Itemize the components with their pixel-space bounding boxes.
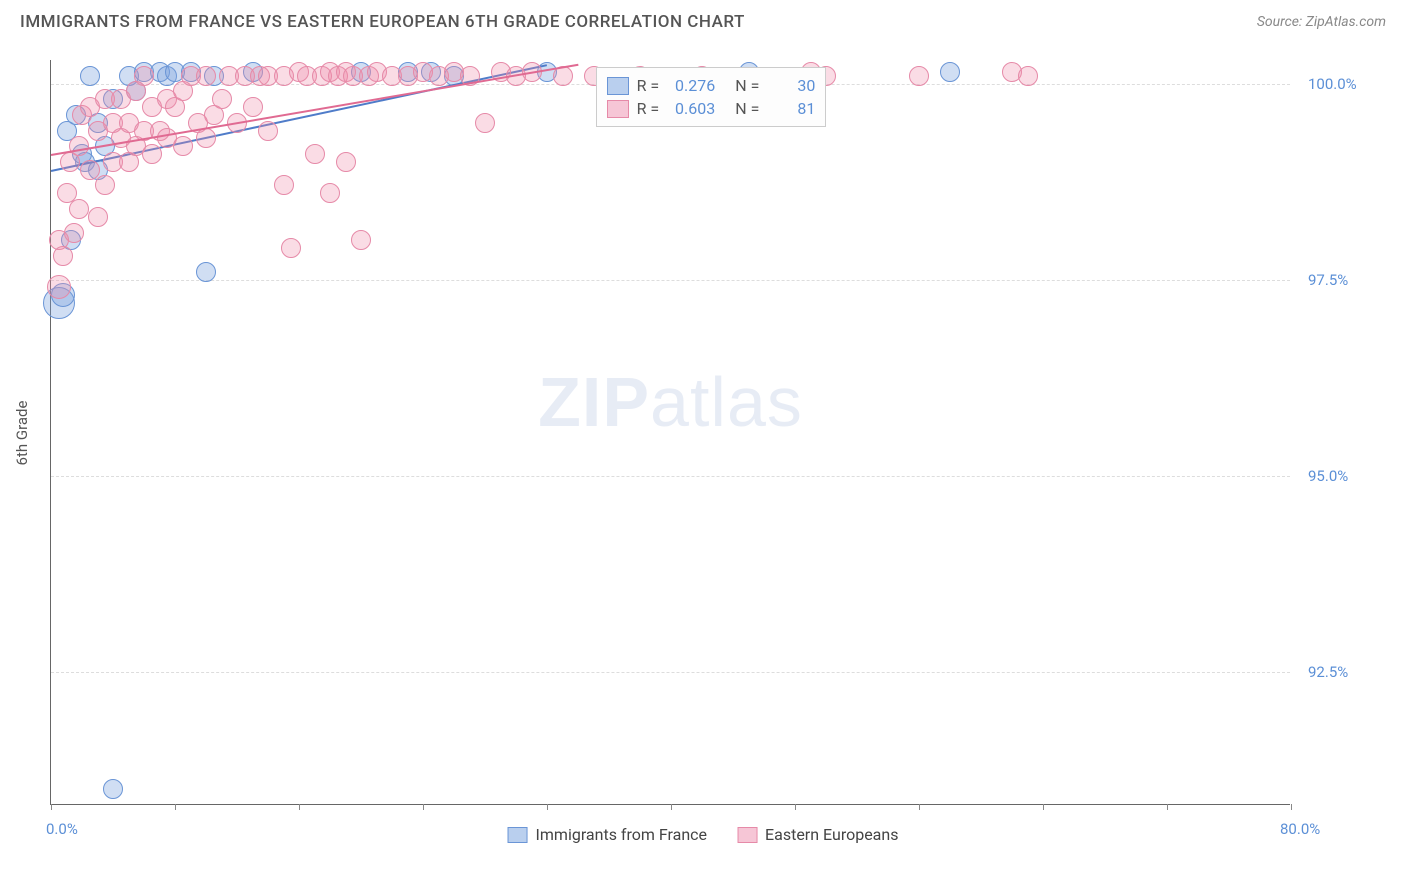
legend-item-france: Immigrants from France <box>508 825 708 844</box>
x-tick <box>1043 804 1044 810</box>
swatch-france <box>607 77 629 95</box>
y-tick-label: 95.0% <box>1308 467 1348 485</box>
data-point-eastern <box>64 223 84 243</box>
data-point-eastern <box>95 175 115 195</box>
x-tick <box>919 804 920 810</box>
r-label: R = <box>637 76 660 95</box>
legend-label-eastern: Eastern Europeans <box>765 825 898 844</box>
data-point-eastern <box>281 238 301 258</box>
x-tick <box>795 804 796 810</box>
data-point-eastern <box>88 207 108 227</box>
data-point-eastern <box>305 144 325 164</box>
plot-region: ZIPatlas <box>50 60 1290 805</box>
data-point-france <box>80 66 100 86</box>
x-tick <box>1291 804 1292 810</box>
data-point-eastern <box>243 97 263 117</box>
x-tick <box>423 804 424 810</box>
y-axis-label: 6th Grade <box>13 400 31 465</box>
legend-swatch-france <box>508 827 528 843</box>
x-tick <box>1167 804 1168 810</box>
series-legend: Immigrants from France Eastern Europeans <box>508 825 899 844</box>
watermark: ZIPatlas <box>538 362 803 442</box>
stats-legend-box: R = 0.276 N = 30 R = 0.603 N = 81 <box>596 67 827 127</box>
y-tick-label: 97.5% <box>1308 271 1348 289</box>
chart-title: IMMIGRANTS FROM FRANCE VS EASTERN EUROPE… <box>20 12 745 32</box>
data-point-eastern <box>196 128 216 148</box>
data-point-eastern <box>274 175 294 195</box>
r-value-eastern: 0.603 <box>667 99 715 118</box>
stats-row-france: R = 0.276 N = 30 <box>607 74 816 97</box>
x-tick <box>671 804 672 810</box>
data-point-eastern <box>909 66 929 86</box>
data-point-france <box>196 262 216 282</box>
r-value-france: 0.276 <box>667 76 715 95</box>
y-tick-label: 92.5% <box>1308 663 1348 681</box>
legend-swatch-eastern <box>737 827 757 843</box>
swatch-eastern <box>607 100 629 118</box>
data-point-eastern <box>196 66 216 86</box>
n-label: N = <box>735 99 759 118</box>
data-point-eastern <box>80 160 100 180</box>
chart-header: IMMIGRANTS FROM FRANCE VS EASTERN EUROPE… <box>0 0 1406 40</box>
data-point-eastern <box>142 144 162 164</box>
data-point-france <box>940 62 960 82</box>
x-tick <box>51 804 52 810</box>
data-point-eastern <box>351 230 371 250</box>
data-point-france <box>103 779 123 799</box>
y-tick-label: 100.0% <box>1308 75 1357 93</box>
data-point-eastern <box>336 152 356 172</box>
data-point-eastern <box>69 199 89 219</box>
data-point-eastern <box>47 275 71 299</box>
r-label: R = <box>637 99 660 118</box>
x-tick <box>547 804 548 810</box>
data-point-eastern <box>69 136 89 156</box>
data-point-eastern <box>212 89 232 109</box>
stats-row-eastern: R = 0.603 N = 81 <box>607 97 816 120</box>
n-value-eastern: 81 <box>767 99 815 118</box>
gridline <box>51 672 1290 673</box>
data-point-eastern <box>320 183 340 203</box>
x-tick <box>175 804 176 810</box>
gridline <box>51 476 1290 477</box>
n-label: N = <box>735 76 759 95</box>
legend-label-france: Immigrants from France <box>536 825 708 844</box>
source-label: Source: ZipAtlas.com <box>1257 14 1386 30</box>
data-point-eastern <box>1018 66 1038 86</box>
x-axis-min-label: 0.0% <box>46 820 78 838</box>
chart-area: ZIPatlas 6th Grade 0.0% 80.0% R =0.276N … <box>50 60 1290 805</box>
data-point-eastern <box>258 121 278 141</box>
x-axis-max-label: 80.0% <box>1280 820 1320 838</box>
data-point-eastern <box>134 66 154 86</box>
data-point-eastern <box>173 136 193 156</box>
gridline <box>51 280 1290 281</box>
data-point-eastern <box>475 113 495 133</box>
n-value-france: 30 <box>767 76 815 95</box>
data-point-eastern <box>53 246 73 266</box>
legend-item-eastern: Eastern Europeans <box>737 825 898 844</box>
x-tick <box>299 804 300 810</box>
